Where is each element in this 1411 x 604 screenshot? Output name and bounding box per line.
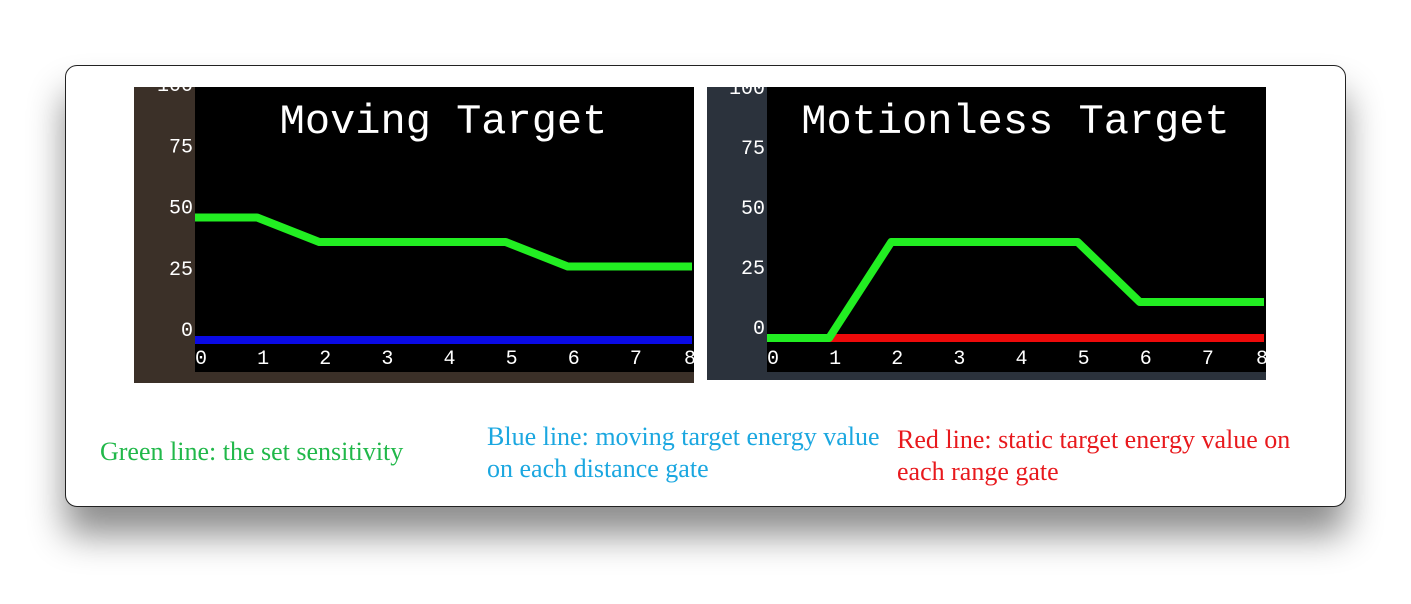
- x-tick-label: 4: [443, 348, 455, 371]
- y-tick-label: 100: [729, 78, 765, 101]
- x-tick-label: 5: [1078, 348, 1090, 371]
- y-tick-label: 25: [169, 259, 193, 282]
- x-tick-label: 4: [1015, 348, 1027, 371]
- x-tick-label: 3: [381, 348, 393, 371]
- y-tick-label: 0: [753, 318, 765, 341]
- y-tick-label: 25: [741, 258, 765, 281]
- x-tick-label: 6: [1140, 348, 1152, 371]
- data-line: [767, 238, 1264, 342]
- x-tick-label: 0: [195, 348, 207, 371]
- chart-title: Moving Target: [280, 98, 608, 146]
- x-tick-label: 1: [829, 348, 841, 371]
- x-tick-label: 7: [630, 348, 642, 371]
- x-tick-label: 8: [1256, 348, 1268, 371]
- x-tick-label: 6: [568, 348, 580, 371]
- y-tick-label: 0: [181, 320, 193, 343]
- x-tick-label: 5: [506, 348, 518, 371]
- green-caption: Green line: the set sensitivity: [100, 437, 404, 466]
- x-tick-label: 2: [891, 348, 903, 371]
- y-tick-label: 50: [741, 198, 765, 221]
- y-tick-label: 50: [169, 198, 193, 221]
- y-tick-label: 75: [741, 138, 765, 161]
- x-tick-label: 3: [953, 348, 965, 371]
- x-tick-label: 8: [684, 348, 696, 371]
- y-tick-label: 100: [157, 75, 193, 98]
- x-tick-label: 1: [257, 348, 269, 371]
- chart-title: Motionless Target: [801, 98, 1229, 146]
- red-caption: Red line: static target energy value on …: [897, 425, 1291, 486]
- plot-area: [767, 87, 1266, 372]
- x-tick-label: 0: [767, 348, 779, 371]
- blue-caption: Blue line: moving target energy value on…: [487, 422, 880, 483]
- y-tick-label: 75: [169, 136, 193, 159]
- x-tick-label: 7: [1202, 348, 1214, 371]
- data-line: [195, 213, 692, 271]
- x-tick-label: 2: [319, 348, 331, 371]
